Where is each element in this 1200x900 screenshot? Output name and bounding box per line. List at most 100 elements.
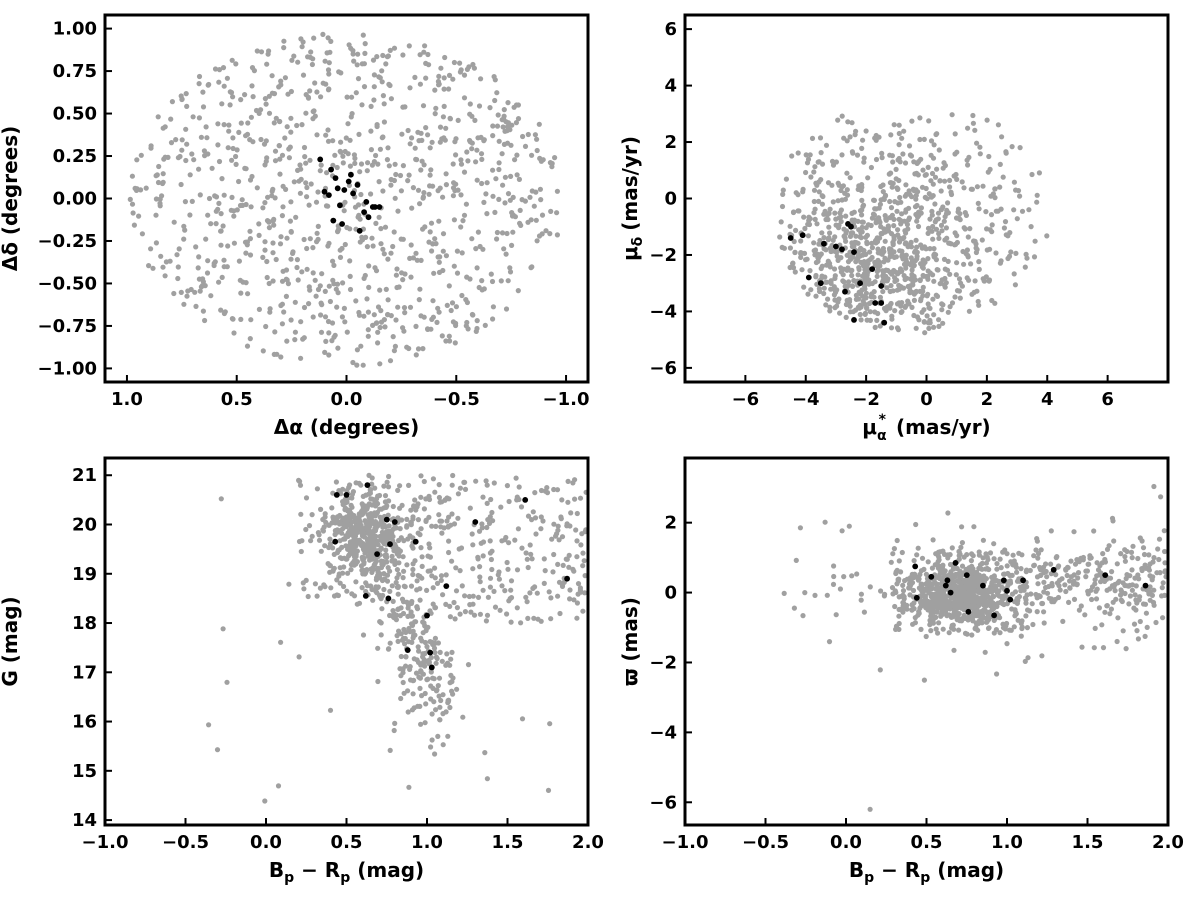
- field-point: [262, 200, 268, 206]
- field-point: [925, 225, 932, 231]
- field-point: [272, 158, 279, 164]
- field-point: [1011, 558, 1017, 564]
- field-point: [212, 66, 219, 72]
- member-points: [787, 221, 888, 326]
- field-point: [895, 232, 901, 238]
- field-point: [190, 114, 196, 120]
- field-point: [386, 163, 392, 169]
- field-point: [882, 229, 888, 235]
- y-tick-label: 21: [72, 465, 97, 486]
- field-point: [985, 169, 991, 175]
- field-point: [484, 500, 490, 506]
- field-point: [457, 611, 463, 617]
- field-point: [408, 274, 414, 280]
- field-point: [1039, 600, 1046, 607]
- field-point: [303, 110, 309, 116]
- field-point: [927, 305, 933, 311]
- field-point: [956, 548, 962, 555]
- field-point: [914, 160, 920, 166]
- field-point: [447, 338, 453, 344]
- field-point: [544, 485, 550, 491]
- field-point: [409, 598, 415, 605]
- field-point: [961, 607, 967, 613]
- field-point: [816, 198, 822, 204]
- field-point: [440, 592, 446, 598]
- field-point: [1073, 581, 1079, 587]
- field-point: [531, 203, 537, 209]
- field-point: [921, 319, 927, 325]
- field-point: [971, 524, 977, 530]
- y-tick-label: −2: [649, 245, 677, 266]
- field-point: [880, 182, 886, 188]
- field-point: [847, 134, 853, 140]
- field-point: [330, 545, 336, 551]
- field-point: [370, 511, 377, 517]
- field-point: [914, 170, 920, 176]
- field-point: [524, 599, 530, 605]
- field-point: [937, 567, 943, 574]
- field-point: [376, 592, 382, 598]
- member-points: [317, 156, 383, 234]
- field-point: [440, 692, 446, 698]
- field-point: [1033, 547, 1039, 553]
- field-point: [899, 211, 905, 217]
- field-point: [184, 293, 190, 299]
- field-point: [193, 244, 199, 250]
- field-point: [853, 259, 859, 265]
- field-point: [919, 598, 926, 604]
- field-point: [379, 68, 385, 74]
- member-point: [872, 300, 879, 306]
- field-point: [398, 188, 404, 194]
- field-point: [1007, 580, 1014, 586]
- field-point: [867, 249, 873, 255]
- field-point: [395, 208, 401, 214]
- field-point: [917, 571, 923, 578]
- field-point: [358, 542, 365, 549]
- field-point: [461, 479, 467, 485]
- field-point: [489, 278, 496, 285]
- field-point: [429, 139, 435, 145]
- y-tick-label: 4: [664, 76, 677, 97]
- field-point: [1122, 582, 1128, 589]
- field-point: [911, 312, 917, 319]
- field-point: [946, 630, 952, 636]
- field-point: [906, 188, 912, 194]
- field-point: [434, 580, 441, 587]
- x-tick-label: 1.5: [1072, 832, 1104, 853]
- field-point: [284, 338, 290, 344]
- field-point: [864, 239, 870, 245]
- field-point: [348, 567, 354, 573]
- field-point: [384, 503, 390, 509]
- field-point: [443, 572, 449, 578]
- field-point: [231, 213, 237, 219]
- field-point: [933, 217, 939, 223]
- field-point: [551, 551, 557, 558]
- field-point: [897, 194, 903, 201]
- member-point: [365, 214, 372, 221]
- field-point: [926, 325, 932, 331]
- field-point: [470, 593, 476, 599]
- field-point: [213, 221, 219, 227]
- field-point: [859, 145, 865, 151]
- field-point: [470, 566, 476, 572]
- field-point: [288, 317, 294, 323]
- field-point: [380, 52, 386, 59]
- field-point: [796, 208, 802, 214]
- field-point: [470, 542, 476, 548]
- field-point: [311, 35, 317, 41]
- field-point: [980, 276, 986, 282]
- field-point: [356, 514, 362, 520]
- field-point: [883, 217, 889, 223]
- field-point: [347, 286, 354, 293]
- field-point: [504, 611, 510, 617]
- member-point: [376, 204, 383, 210]
- field-point: [432, 565, 438, 571]
- field-point: [329, 505, 335, 511]
- field-point: [993, 627, 1000, 633]
- field-point: [789, 153, 795, 159]
- field-point: [309, 511, 315, 518]
- field-point: [417, 201, 423, 207]
- field-point: [306, 301, 312, 307]
- field-point: [450, 691, 456, 697]
- field-point: [1102, 609, 1108, 615]
